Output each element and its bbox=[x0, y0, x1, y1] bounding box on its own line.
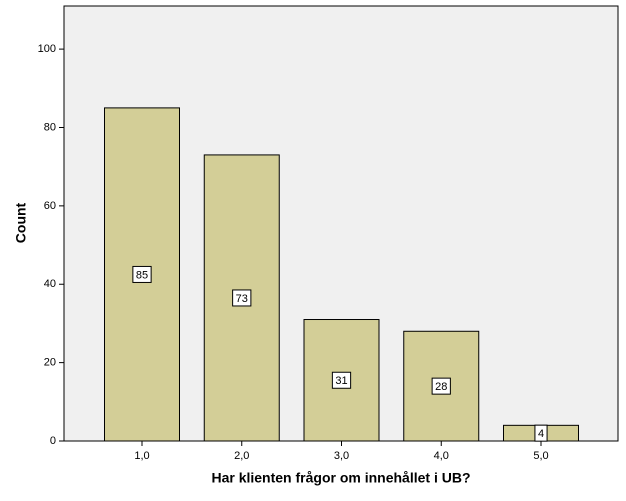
y-tick-label: 40 bbox=[44, 278, 56, 290]
data-label-box bbox=[331, 371, 352, 389]
y-tick-label: 60 bbox=[44, 200, 56, 212]
x-tick-label: 3,0 bbox=[334, 450, 349, 462]
x-axis-title: Har klienten frågor om innehållet i UB? bbox=[211, 470, 470, 486]
y-tick-label: 20 bbox=[44, 357, 56, 369]
data-label: 28 bbox=[435, 381, 447, 393]
data-label-box bbox=[232, 289, 252, 307]
y-tick-label: 100 bbox=[38, 43, 56, 55]
data-label: 4 bbox=[538, 428, 544, 440]
data-label: 31 bbox=[335, 375, 347, 387]
data-label: 85 bbox=[136, 269, 148, 281]
data-label-box bbox=[431, 377, 451, 395]
y-tick-label: 0 bbox=[50, 435, 56, 447]
data-label-box bbox=[132, 265, 152, 283]
y-tick-label: 80 bbox=[44, 121, 56, 133]
data-label-box bbox=[534, 424, 548, 442]
x-tick-label: 5,0 bbox=[533, 450, 548, 462]
x-tick-label: 2,0 bbox=[234, 450, 249, 462]
data-label: 73 bbox=[236, 293, 248, 305]
y-axis-title: Count bbox=[13, 202, 29, 243]
x-tick-label: 1,0 bbox=[134, 450, 149, 462]
x-tick-label: 4,0 bbox=[434, 450, 449, 462]
